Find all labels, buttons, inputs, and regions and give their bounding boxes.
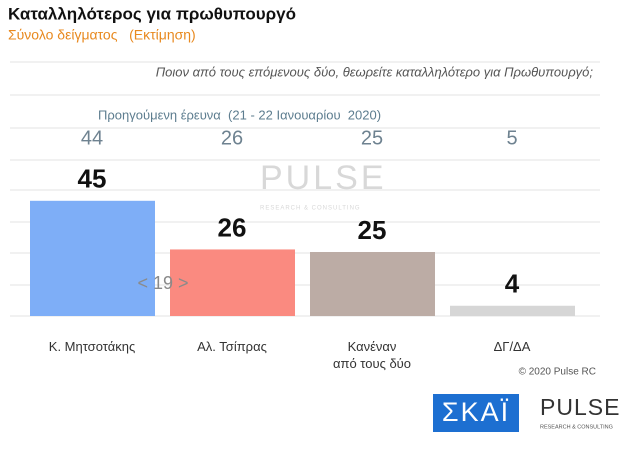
previous-label: Προηγούμενη έρευνα (21 - 22 Ιανουαρίου 2… [98,107,381,122]
annotation: < 19 > [137,273,188,293]
subtitle: Σύνολο δείγματος (Εκτίμηση) [8,27,196,43]
previous-value: 5 [506,127,517,149]
logo-box [433,394,519,432]
copyright: © 2020 Pulse RC [519,367,596,378]
bar [310,252,435,316]
question: Ποιον από τους επόμενους δύο, θεωρείτε κ… [156,64,594,79]
previous-value: 26 [221,127,243,149]
bar [30,200,155,316]
category-label: Κ. Μητσοτάκης [48,339,136,354]
category-label: ΔΓ/ΔΑ [493,339,531,354]
value-label: 25 [358,215,387,245]
value-label: 45 [78,164,107,194]
watermark: PULSE [260,159,387,197]
previous-value: 44 [81,127,103,149]
logo-right-sub: RESEARCH & CONSULTING [540,424,613,430]
logo-right: PULSE [540,394,620,420]
value-label: 26 [218,212,247,242]
previous-value: 25 [361,127,383,149]
bar [450,305,575,316]
chart-title: Καταλληλότερος για πρωθυπουργό [8,4,296,23]
category-label: Κανέναν από τους δύο [332,339,412,371]
watermark-sub: RESEARCH & CONSULTING [260,206,361,212]
value-label: 4 [505,269,520,299]
category-label: Αλ. Τσίπρας [197,339,267,354]
bar [170,249,295,316]
logo-left: ΣΚΑΪ [442,397,510,427]
